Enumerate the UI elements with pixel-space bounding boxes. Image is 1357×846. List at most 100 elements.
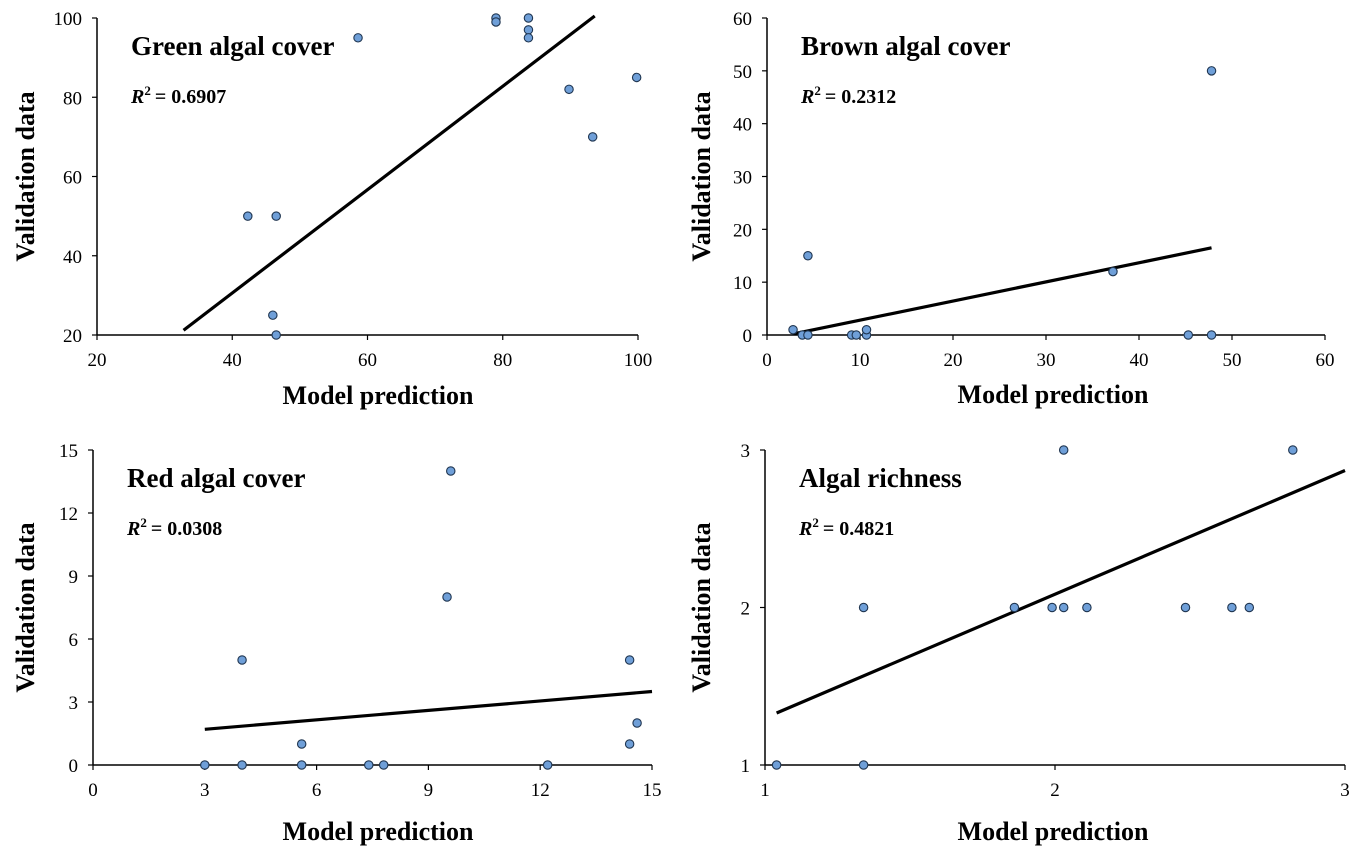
scatter-panel: 20 40 60 80 100 20 40 60 80 100 Green algal cover R… [11,9,652,410]
data-point [858,602,869,613]
data-point [858,760,869,770]
x-tick-label: 80 [493,350,512,371]
data-point [632,718,642,728]
y-tick-label: 100 [54,9,83,30]
trendline [204,689,653,731]
x-tick-label: 100 [624,350,653,371]
panel-title: Algal richness [799,463,962,493]
data-point [491,17,501,27]
data-point [296,739,307,749]
y-axis-label: Validation data [11,91,40,261]
x-tick-label: 9 [424,780,434,801]
data-point [271,330,281,340]
data-point [1206,66,1217,76]
trendline [775,469,1346,715]
data-point [523,33,534,43]
y-tick-label: 15 [59,441,78,462]
panel-title: Brown algal cover [801,31,1010,61]
scatter-panel: 1 2 3 1 2 3 Algal richness R2 = 0.4821 Model pred… [687,441,1350,846]
panel-title: Red algal cover [127,463,305,493]
y-axis-label: Validation data [687,91,716,261]
y-tick-label: 30 [733,168,752,189]
x-tick-label: 60 [358,350,377,371]
scatter-panel: 0 3 6 9 12 15 0 3 6 9 12 15 Red algal cover R2 = 0.030… [11,441,662,846]
y-tick-label: 3 [69,693,79,714]
x-tick-label: 20 [88,350,107,371]
data-point [268,310,278,320]
y-tick-label: 6 [69,630,79,651]
y-axis-label: Validation data [11,522,40,692]
trendline [792,246,1212,336]
x-tick-label: 6 [312,780,322,801]
data-point [200,760,210,770]
scatter-panel: 0 10 20 30 40 50 60 0 10 20 30 40 50 60 Brown algal co… [687,9,1335,409]
data-point [631,72,642,83]
data-point [353,33,363,43]
y-tick-label: 40 [733,115,752,136]
data-point [1180,602,1191,613]
data-point [1206,330,1217,340]
data-point [803,251,813,261]
y-tick-label: 0 [69,756,79,777]
data-point [1244,602,1255,613]
x-tick-label: 40 [1130,350,1149,371]
x-tick-label: 20 [944,350,963,371]
y-tick-label: 2 [741,599,751,620]
data-point [1009,602,1020,613]
x-axis-label: Model prediction [283,817,474,846]
panel-title: Green algal cover [131,31,334,61]
data-point [851,330,862,340]
x-tick-label: 3 [1340,780,1350,801]
r-squared-annotation: R2 = 0.4821 [798,515,894,540]
data-point [542,760,553,770]
y-tick-label: 20 [733,220,752,241]
data-point [788,324,798,335]
x-tick-label: 50 [1223,350,1242,371]
x-tick-label: 10 [851,350,870,371]
x-axis-label: Model prediction [958,380,1149,409]
data-point [624,739,635,749]
trendline [182,14,596,332]
data-point [861,324,872,335]
data-point [523,13,534,23]
y-tick-label: 40 [63,247,82,268]
data-point [803,330,813,340]
x-axis-label: Model prediction [958,817,1149,846]
x-tick-label: 0 [762,350,772,371]
y-tick-label: 1 [741,756,751,777]
y-tick-label: 60 [733,9,752,30]
data-point [446,466,456,476]
x-tick-label: 30 [1037,350,1056,371]
y-tick-label: 50 [733,62,752,83]
y-tick-label: 12 [59,504,78,525]
r-squared-annotation: R2 = 0.0308 [126,515,222,540]
x-tick-label: 0 [88,780,98,801]
data-point [1288,445,1298,455]
x-tick-label: 60 [1316,350,1335,371]
data-point [378,760,389,770]
data-point [442,592,452,602]
y-tick-label: 60 [63,168,82,189]
y-tick-label: 80 [63,88,82,109]
data-point [296,760,307,770]
x-tick-label: 3 [200,780,210,801]
x-tick-label: 2 [1050,780,1060,801]
r-squared-annotation: R2 = 0.2312 [800,83,896,108]
data-point [237,760,247,770]
data-point [1227,602,1237,613]
data-point [1082,602,1092,613]
data-point [624,655,635,665]
x-tick-label: 12 [531,780,550,801]
y-tick-label: 20 [63,326,82,347]
data-point [1058,445,1069,455]
x-tick-label: 15 [643,780,662,801]
y-axis-label: Validation data [687,522,716,692]
data-point [1108,266,1118,277]
data-point [271,211,281,221]
x-axis-label: Model prediction [283,381,474,410]
data-point [1047,602,1057,613]
data-point [564,84,574,95]
data-point [587,132,598,142]
data-point [364,760,374,770]
